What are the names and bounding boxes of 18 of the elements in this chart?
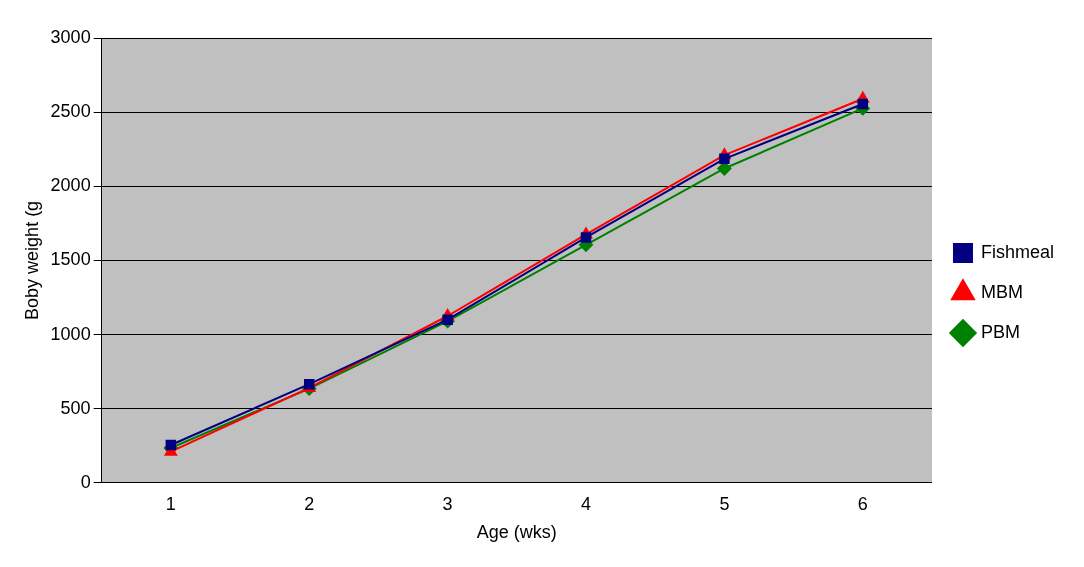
y-tick-label: 3000	[50, 26, 91, 47]
x-tick-label: 1	[165, 493, 176, 514]
x-tick-label: 5	[719, 493, 730, 514]
x-axis-title: Age (wks)	[476, 522, 557, 543]
x-tick-label: 6	[857, 493, 868, 514]
legend-label: Fishmeal	[980, 241, 1055, 262]
legend-label: MBM	[980, 281, 1023, 302]
legend-label: PBM	[980, 321, 1020, 342]
y-tick-label: 2500	[50, 101, 91, 122]
x-tick-label: 3	[442, 493, 453, 514]
y-tick-label: 0	[80, 471, 91, 492]
y-tick-label: 1500	[50, 249, 91, 270]
y-tick-label: 2000	[50, 175, 91, 196]
y-tick-label: 1000	[50, 323, 91, 344]
y-axis-title: Boby weight (g	[21, 200, 42, 320]
x-tick-label: 2	[304, 493, 315, 514]
x-tick-label: 4	[581, 493, 592, 514]
y-tick-label: 500	[60, 397, 91, 418]
